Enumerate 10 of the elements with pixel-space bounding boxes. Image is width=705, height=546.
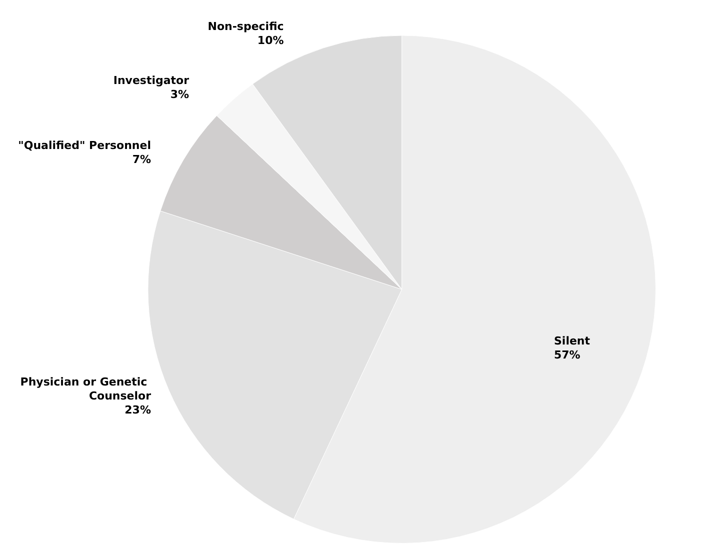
data-label: 57% xyxy=(554,348,580,362)
slice-label: Physician or Genetic Counselor xyxy=(20,376,152,403)
slice-label: "Qualified" Personnel xyxy=(18,139,151,152)
data-label: 10% xyxy=(257,34,284,48)
slice-label: Non-specific xyxy=(208,20,284,34)
data-label: 23% xyxy=(124,404,151,417)
slice-label: Silent xyxy=(554,334,590,348)
data-label: 3% xyxy=(170,88,190,102)
data-label: 7% xyxy=(132,153,151,166)
slice-label: Investigator xyxy=(113,74,190,88)
